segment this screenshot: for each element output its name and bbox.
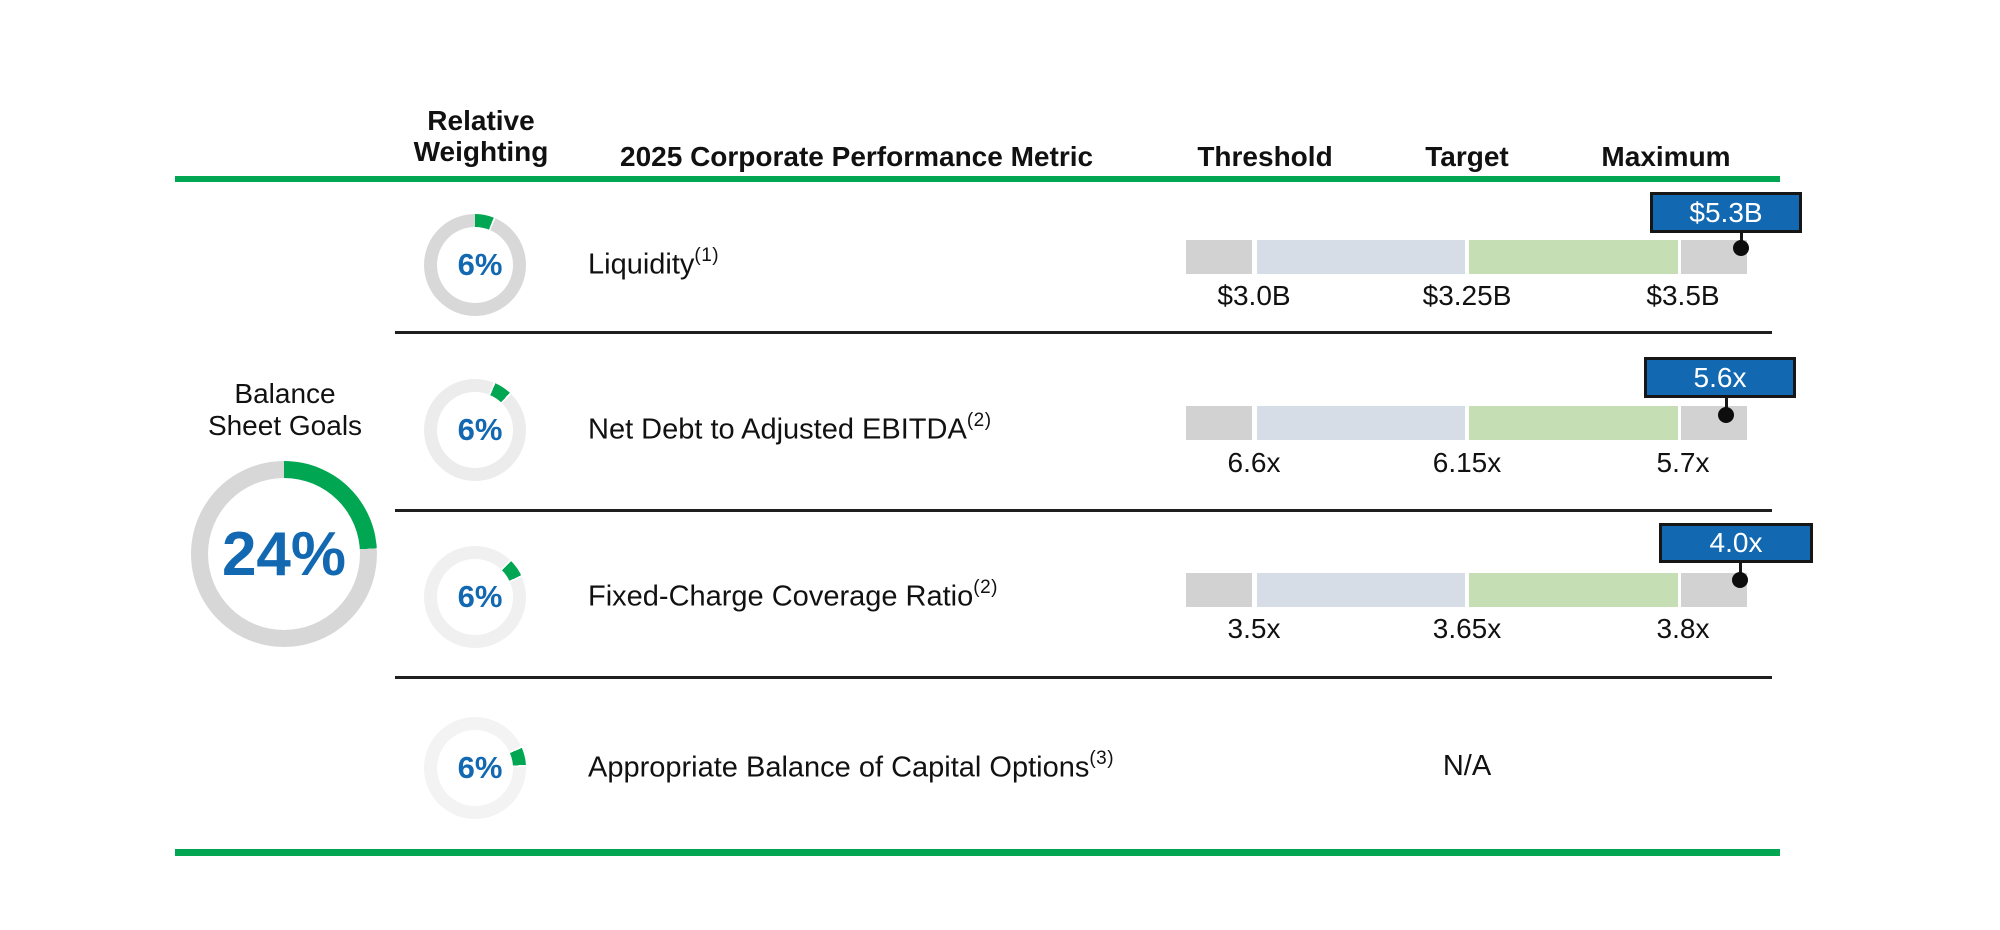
bar-target-to-maximum bbox=[1469, 573, 1678, 607]
weight-donut-liquidity: 6% bbox=[424, 214, 526, 316]
metric-text: Net Debt to Adjusted EBITDA bbox=[588, 413, 967, 446]
maximum-value: $3.5B bbox=[1646, 280, 1720, 311]
weight-donut-fixed-charge: 6% bbox=[424, 546, 526, 648]
maximum-value: 5.7x bbox=[1656, 447, 1710, 478]
weight-value: 6% bbox=[457, 579, 503, 614]
bar-above-maximum bbox=[1681, 406, 1747, 440]
total-weight-value: 24% bbox=[221, 519, 347, 589]
maximum-value: 3.8x bbox=[1656, 613, 1710, 644]
weight-value: 6% bbox=[457, 412, 503, 447]
metric-footnote: (3) bbox=[1089, 748, 1115, 769]
footer-green-rule bbox=[175, 849, 1780, 856]
actual-callout: 4.0x bbox=[1659, 523, 1813, 563]
bar-below-threshold bbox=[1186, 240, 1252, 274]
callout-connector bbox=[1739, 562, 1742, 580]
metric-text: Fixed-Charge Coverage Ratio bbox=[588, 580, 974, 613]
actual-marker-dot bbox=[1718, 407, 1734, 423]
threshold-value: 3.5x bbox=[1227, 613, 1281, 644]
metric-label-liquidity: Liquidity(1) bbox=[588, 245, 720, 282]
total-weight-donut: 24% bbox=[191, 461, 377, 647]
row-divider-3 bbox=[395, 676, 1772, 679]
donut-hole bbox=[437, 227, 513, 303]
bar-target-to-maximum bbox=[1469, 240, 1678, 274]
bar-below-threshold bbox=[1186, 406, 1252, 440]
callout-connector bbox=[1725, 397, 1728, 415]
bar-target-to-maximum bbox=[1469, 406, 1678, 440]
target-value: $3.25B bbox=[1422, 280, 1512, 311]
metric-text: Appropriate Balance of Capital Options bbox=[588, 751, 1090, 784]
target-value-na: N/A bbox=[1442, 750, 1492, 782]
donut-hole bbox=[437, 730, 513, 806]
actual-marker-dot bbox=[1732, 572, 1748, 588]
metric-footnote: (2) bbox=[966, 410, 992, 431]
actual-callout: 5.6x bbox=[1644, 357, 1796, 398]
donut-hole bbox=[208, 478, 360, 630]
row-divider-1 bbox=[395, 331, 1772, 334]
metric-label-capital-options: Appropriate Balance of Capital Options(3… bbox=[588, 748, 1115, 785]
weight-value: 6% bbox=[457, 247, 503, 282]
bar-threshold-to-target bbox=[1257, 240, 1465, 274]
header-green-rule bbox=[175, 176, 1780, 182]
weight-donut-capital-options: 6% bbox=[424, 717, 526, 819]
target-value: 6.15x bbox=[1432, 447, 1502, 478]
weight-value: 6% bbox=[457, 750, 503, 785]
column-header-maximum: Maximum bbox=[1601, 141, 1731, 172]
threshold-value: $3.0B bbox=[1217, 280, 1291, 311]
target-value: 3.65x bbox=[1432, 613, 1502, 644]
column-header-metric: 2025 Corporate Performance Metric bbox=[620, 141, 1094, 172]
column-header-threshold: Threshold bbox=[1197, 141, 1333, 172]
row-divider-2 bbox=[395, 509, 1772, 512]
column-header-relative-weighting: Relative Weighting bbox=[413, 105, 549, 167]
donut-hole bbox=[437, 392, 513, 468]
bar-threshold-to-target bbox=[1257, 406, 1465, 440]
bar-threshold-to-target bbox=[1257, 573, 1465, 607]
actual-callout: $5.3B bbox=[1650, 192, 1802, 233]
metric-footnote: (2) bbox=[973, 577, 998, 598]
metric-label-fixed-charge: Fixed-Charge Coverage Ratio(2) bbox=[588, 577, 998, 614]
column-header-target: Target bbox=[1425, 141, 1509, 172]
bar-below-threshold bbox=[1186, 573, 1252, 607]
actual-marker-dot bbox=[1733, 240, 1749, 256]
metric-text: Liquidity bbox=[588, 248, 695, 281]
threshold-value: 6.6x bbox=[1227, 447, 1281, 478]
metric-footnote: (1) bbox=[694, 245, 720, 266]
donut-hole bbox=[437, 559, 513, 635]
weight-donut-net-debt: 6% bbox=[424, 379, 526, 481]
group-label: Balance Sheet Goals bbox=[207, 378, 363, 441]
metric-label-net-debt: Net Debt to Adjusted EBITDA(2) bbox=[588, 410, 992, 447]
